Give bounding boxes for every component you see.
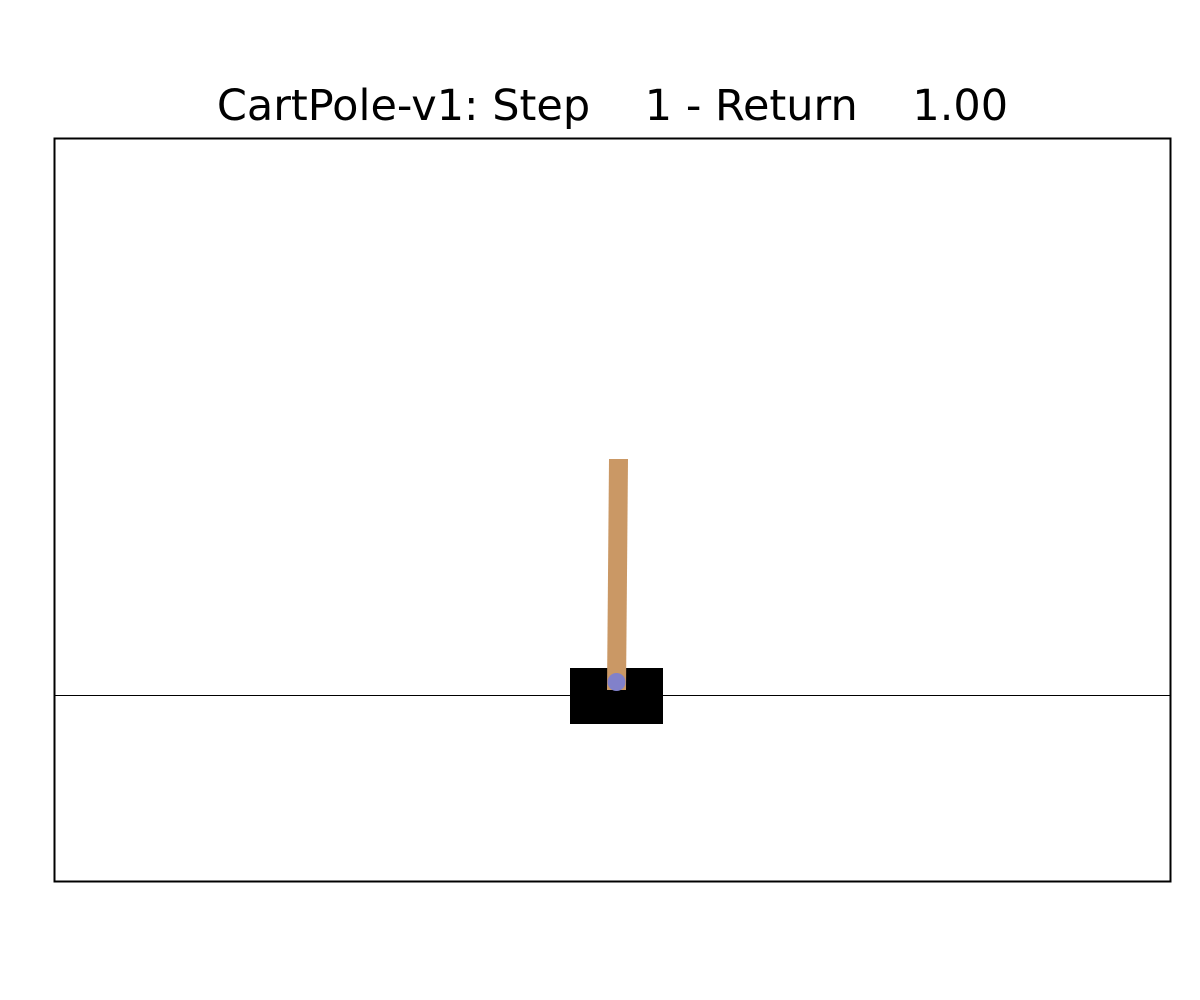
episode-title: CartPole-v1: Step 1 - Return 1.00 [216, 81, 1009, 131]
axle [607, 673, 626, 691]
pole [607, 459, 628, 690]
